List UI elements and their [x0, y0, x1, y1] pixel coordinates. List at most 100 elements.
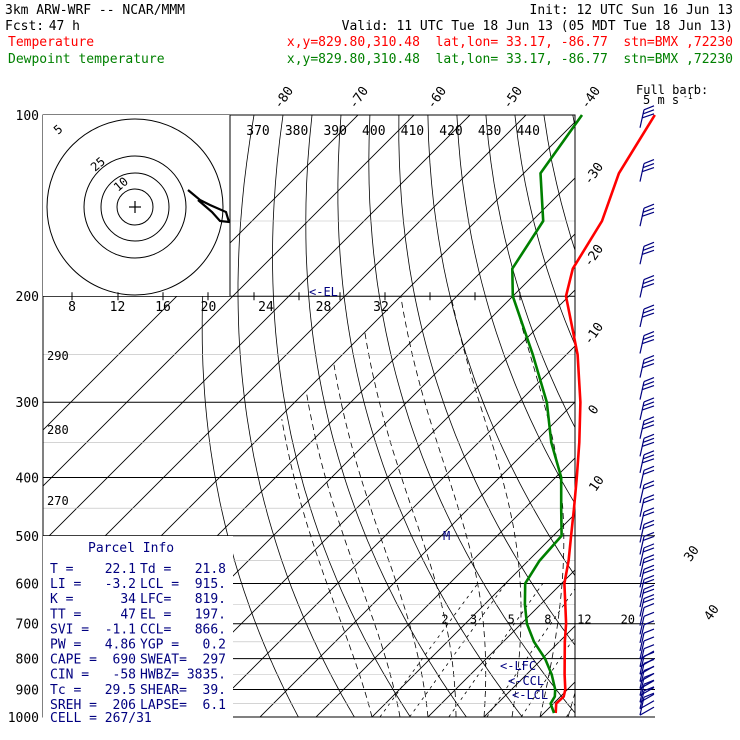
temperature-tick-label: -80	[271, 84, 297, 112]
hodograph-trace	[187, 189, 231, 224]
parcel-param-label: SHEAR=	[140, 683, 187, 698]
parcel-param-value: 47	[120, 607, 136, 622]
hodograph-ring	[100, 172, 170, 242]
hodograph-speed-label: 28	[316, 300, 332, 315]
mixing-ratio-label: 5	[508, 612, 515, 626]
moist-adiabat	[450, 296, 522, 717]
temperature-tick-label: -10	[581, 320, 607, 348]
mixing-ratio-label: 20	[621, 612, 635, 626]
parcel-param-value: -3.2	[105, 577, 136, 592]
pressure-label: 700	[16, 618, 39, 633]
theta-label: 410	[401, 124, 424, 139]
theta-label: 440	[516, 124, 539, 139]
wind-barb	[639, 628, 655, 652]
parcel-param-value: 206	[113, 698, 136, 713]
wind-barbs	[639, 105, 655, 716]
hodograph-speed-label: 20	[201, 300, 217, 315]
temperature-tick-label: 0	[586, 402, 603, 417]
isotherm	[259, 401, 575, 717]
wind-barb	[639, 450, 655, 473]
hodograph-speed-label: 24	[258, 300, 274, 315]
theta-label: 380	[285, 124, 308, 139]
barb-legend-value: 5 m s	[643, 93, 679, 107]
temperature-tick-label: -30	[581, 160, 607, 188]
parcel-param-label: TT =	[50, 607, 81, 622]
m-marker: M	[443, 529, 450, 543]
dewpoint-profile	[510, 114, 584, 714]
isotherm	[43, 115, 359, 431]
parcel-param-value: 34	[120, 592, 136, 607]
parcel-param-label: Td =	[140, 562, 171, 577]
isotherm	[315, 457, 575, 717]
ccl-marker: <-CCL	[508, 674, 544, 688]
pressure-label: 100	[16, 109, 39, 124]
mixing-ratio-line	[409, 583, 507, 717]
theta-label: 400	[362, 124, 385, 139]
theta-label: 420	[439, 124, 462, 139]
parcel-param-value: 690	[113, 653, 136, 668]
fcst-value: 47 h	[49, 19, 80, 34]
diagram-grid	[42, 57, 740, 730]
isotherm	[639, 57, 740, 730]
parcel-param-value: 915.	[195, 577, 226, 592]
theta-label: 370	[246, 124, 269, 139]
wind-barb	[639, 416, 655, 439]
parcel-param-label: SWEAT=	[140, 653, 187, 668]
dewpoint-location: x,y=829.80,310.48 lat,lon= 33.17, -86.77…	[287, 52, 733, 67]
isotherm	[371, 513, 575, 717]
hodograph-speed-label: 32	[373, 300, 389, 315]
wind-barb	[639, 480, 655, 504]
wind-barb	[639, 554, 655, 577]
isotherm	[147, 289, 575, 717]
temperature-tick-label: -50	[500, 84, 526, 112]
parcel-param-label: CAPE =	[50, 653, 97, 668]
parcel-param-value: 29.5	[105, 683, 136, 698]
parcel-param-label: T =	[50, 562, 74, 577]
hodograph-ring	[116, 188, 154, 226]
dry-adiabat	[485, 115, 575, 429]
wind-barb	[639, 584, 655, 608]
pressure-label: 500	[16, 530, 39, 545]
temperature-legend: Temperature	[8, 35, 94, 50]
wind-barb	[639, 397, 655, 421]
temperature-tick-label: 40	[701, 602, 722, 623]
parcel-param-value: 866.	[195, 622, 226, 637]
wind-barb	[639, 531, 655, 555]
barb-legend-title: Full barb:	[636, 83, 708, 97]
lcl-marker: <-LCL	[512, 688, 548, 702]
barb-legend-exponent: -1	[683, 92, 693, 101]
moist-adiabat	[364, 332, 457, 717]
dry-adiabat	[681, 88, 740, 730]
sounding-profiles	[510, 114, 656, 714]
wind-barb	[639, 574, 655, 598]
parcel-cell: CELL = 267/31	[50, 711, 152, 726]
mixing-ratio-label: 12	[577, 612, 591, 626]
temperature-tick-label: -40	[578, 84, 604, 112]
parcel-param-label: LFC=	[140, 592, 171, 607]
temperature-tick-label: 10	[586, 473, 607, 494]
dry-adiabat	[305, 115, 467, 717]
wind-barb	[639, 564, 655, 588]
wind-barb	[639, 611, 655, 635]
pressure-label: 800	[16, 653, 39, 668]
model-title: 3km ARW-WRF -- NCAR/MMM	[5, 3, 185, 18]
parcel-param-label: LI =	[50, 577, 81, 592]
wind-barb	[639, 330, 655, 354]
wind-barb	[639, 105, 655, 128]
fcst-label: Fcst:	[5, 19, 44, 34]
parcel-param-label: SVI =	[50, 622, 89, 637]
hodograph-speed-label: 8	[68, 300, 76, 315]
hodograph-ring	[83, 155, 187, 259]
mixing-ratio-label: 8	[544, 612, 551, 626]
parcel-param-value: 197.	[195, 607, 226, 622]
theta-label: 430	[478, 124, 501, 139]
wind-barb	[639, 304, 655, 328]
dry-adiabat	[653, 88, 740, 730]
mixing-ratio-label: 2	[441, 612, 448, 626]
parcel-param-label: EL =	[140, 607, 171, 622]
mixing-ratio-label: 3	[470, 612, 477, 626]
wind-barb	[639, 507, 655, 531]
wind-barb	[639, 620, 655, 643]
parcel-param-label: LAPSE=	[140, 698, 187, 713]
